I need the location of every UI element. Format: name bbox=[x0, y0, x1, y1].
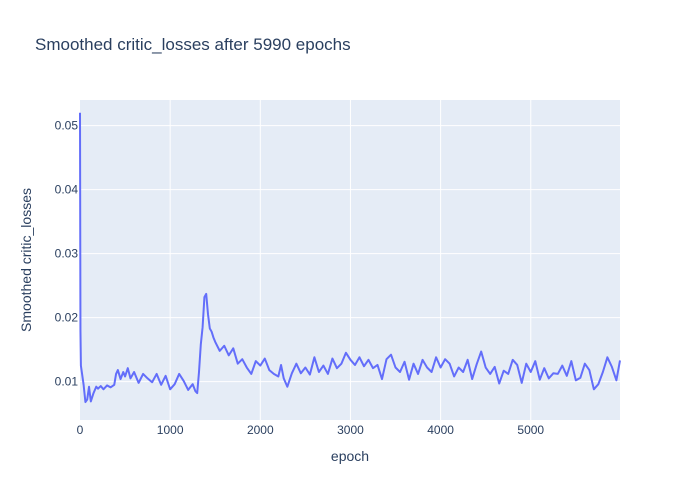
x-tick-label: 4000 bbox=[427, 423, 454, 437]
y-tick-label: 0.02 bbox=[55, 311, 79, 325]
x-tick-label: 3000 bbox=[337, 423, 364, 437]
series-line bbox=[79, 112, 621, 404]
x-tick-label: 1000 bbox=[157, 423, 184, 437]
x-tick-label: 5000 bbox=[517, 423, 544, 437]
y-tick-label: 0.01 bbox=[55, 375, 79, 389]
chart-title: Smoothed critic_losses after 5990 epochs bbox=[35, 35, 351, 54]
y-axis-title: Smoothed critic_losses bbox=[18, 188, 34, 332]
x-axis-title: epoch bbox=[331, 448, 369, 464]
series-layer bbox=[79, 112, 621, 404]
x-tick-label: 2000 bbox=[247, 423, 274, 437]
y-tick-labels: 0.01 0.02 0.03 0.04 0.05 bbox=[55, 119, 79, 389]
x-tick-labels: 0 1000 2000 3000 4000 5000 bbox=[77, 423, 545, 437]
y-tick-label: 0.03 bbox=[55, 247, 79, 261]
x-tick-label: 0 bbox=[77, 423, 84, 437]
y-tick-label: 0.05 bbox=[55, 119, 79, 133]
y-tick-label: 0.04 bbox=[55, 183, 79, 197]
